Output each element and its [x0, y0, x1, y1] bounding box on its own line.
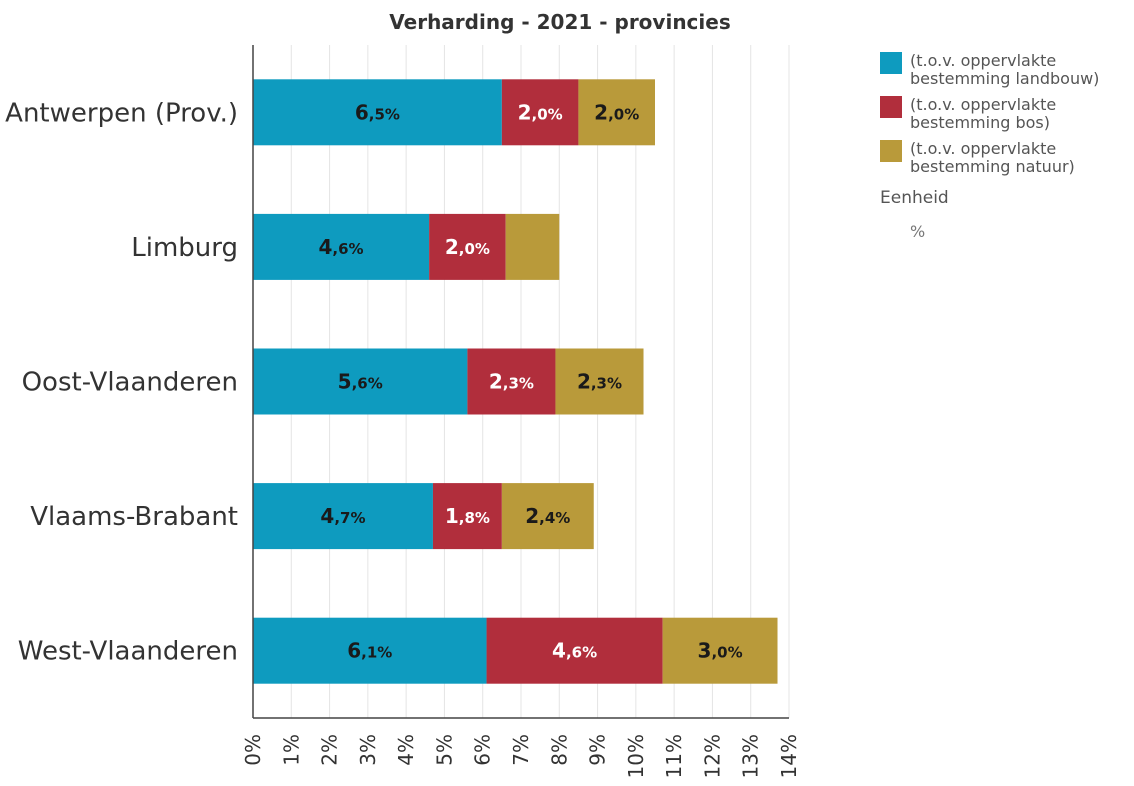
bar-vlaams-brabant-series-0[interactable] [253, 483, 433, 550]
data-label-west-vlaanderen-series-2: 3,0% [698, 639, 743, 663]
bar-limburg-series-2[interactable] [505, 213, 560, 280]
x-tick-label-10: 10% [624, 734, 648, 778]
legend-label-natuur: (t.o.v. oppervlakte bestemming natuur) [910, 139, 1075, 176]
bar-vlaams-brabant-series-2[interactable] [501, 483, 594, 550]
bars: 6,5% 2,0% 2,0% 4,6% 2,0% 5,6% 2,3% 2,3% 4,7% 1,8%… [253, 79, 778, 684]
category-label-vlaams-brabant: Vlaams-Brabant [30, 502, 238, 532]
data-label-west-vlaanderen-series-0: 6,1% [347, 639, 392, 663]
x-tick-label-3: 3% [356, 734, 380, 766]
bar-vlaams-brabant-series-1[interactable] [432, 483, 502, 550]
legend-swatch-bos [880, 96, 902, 118]
data-label-vlaams-brabant-series-1: 1,8% [445, 504, 490, 528]
x-tick-label-2: 2% [318, 734, 342, 766]
bar-west-vlaanderen-series-1[interactable] [486, 617, 663, 684]
legend-label-landbouw: (t.o.v. oppervlakte bestemming landbouw) [910, 51, 1100, 88]
chart-title: Verharding - 2021 - provincies [389, 10, 730, 34]
x-tick-label-9: 9% [586, 734, 610, 766]
category-labels: Antwerpen (Prov.) Limburg Oost-Vlaanderen V… [5, 98, 238, 666]
legend-item-natuur[interactable]: (t.o.v. oppervlakte bestemming natuur) [880, 140, 1130, 176]
x-tick-label-1: 1% [279, 734, 303, 766]
x-tick-label-11: 11% [662, 734, 686, 778]
bar-oost-vlaanderen-series-0[interactable] [253, 348, 468, 415]
data-label-limburg-series-1: 2,0% [445, 235, 490, 259]
bar-west-vlaanderen-series-0[interactable] [253, 617, 487, 684]
data-label-vlaams-brabant-series-0: 4,7% [320, 504, 365, 528]
x-tick-label-13: 13% [739, 734, 763, 778]
bar-antwerpen-prov-series-2[interactable] [578, 79, 655, 146]
bar-antwerpen-prov-series-1[interactable] [501, 79, 579, 146]
category-label-west-vlaanderen: West-Vlaanderen [18, 637, 238, 667]
data-label-oost-vlaanderen-series-2: 2,3% [577, 370, 622, 394]
bar-west-vlaanderen-series-2[interactable] [662, 617, 778, 684]
category-label-limburg: Limburg [131, 233, 238, 263]
unit-label: Eenheid [880, 188, 949, 208]
x-tick-label-5: 5% [432, 734, 456, 766]
unit-value: % [910, 222, 926, 241]
category-label-oost-vlaanderen: Oost-Vlaanderen [22, 368, 238, 398]
legend-item-landbouw[interactable]: (t.o.v. oppervlakte bestemming landbouw) [880, 52, 1130, 88]
legend-swatch-natuur [880, 140, 902, 162]
bar-limburg-series-0[interactable] [253, 213, 430, 280]
legend-swatch-landbouw [880, 52, 902, 74]
data-label-antwerpen-prov-series-0: 6,5% [355, 100, 400, 124]
data-label-oost-vlaanderen-series-1: 2,3% [489, 370, 534, 394]
x-tick-label-14: 14% [777, 734, 801, 778]
data-label-oost-vlaanderen-series-0: 5,6% [338, 370, 383, 394]
x-tick-label-6: 6% [471, 734, 495, 766]
legend-label-bos: (t.o.v. oppervlakte bestemming bos) [910, 95, 1057, 132]
bar-oost-vlaanderen-series-1[interactable] [467, 348, 556, 415]
axes [252, 45, 789, 719]
x-tick-label-8: 8% [547, 734, 571, 766]
bar-antwerpen-prov-series-0[interactable] [253, 79, 502, 146]
x-tick-label-0: 0% [241, 734, 265, 766]
data-label-antwerpen-prov-series-2: 2,0% [594, 100, 639, 124]
legend-item-bos[interactable]: (t.o.v. oppervlakte bestemming bos) [880, 96, 1130, 132]
category-label-antwerpen-prov: Antwerpen (Prov.) [5, 98, 238, 128]
x-tick-label-12: 12% [700, 734, 724, 778]
x-tick-labels: 0% 1% 2% 3% 4% 5% 6% 7% 8% 9% 10% 11% 12% 13% 14% [241, 734, 801, 778]
data-label-west-vlaanderen-series-1: 4,6% [552, 639, 597, 663]
data-label-antwerpen-prov-series-1: 2,0% [518, 100, 563, 124]
bar-oost-vlaanderen-series-2[interactable] [555, 348, 644, 415]
legend: (t.o.v. oppervlakte bestemming landbouw)… [880, 52, 1130, 241]
x-tick-label-4: 4% [394, 734, 418, 766]
x-tick-label-7: 7% [509, 734, 533, 766]
data-label-vlaams-brabant-series-2: 2,4% [525, 504, 570, 528]
data-label-limburg-series-0: 4,6% [319, 235, 364, 259]
bar-limburg-series-1[interactable] [429, 213, 506, 280]
